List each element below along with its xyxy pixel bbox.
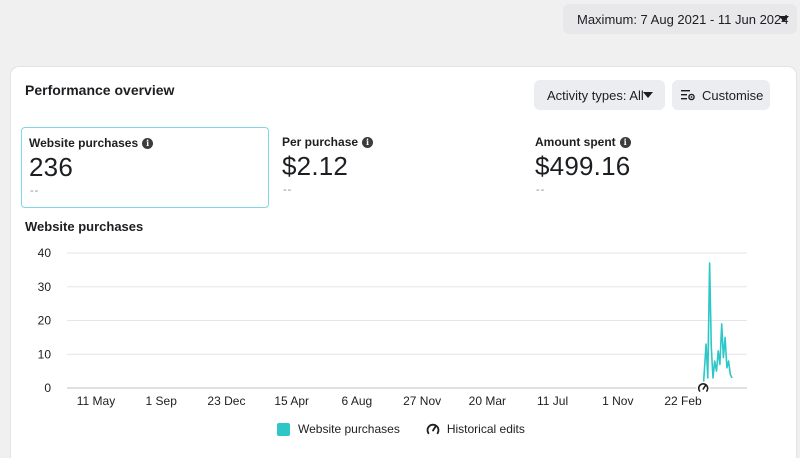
date-range-label: Maximum: 7 Aug 2021 - 11 Jun 2024 — [577, 11, 789, 27]
x-tick-label: 1 Sep — [146, 394, 178, 408]
chevron-down-icon — [643, 92, 653, 98]
metric-value: 236 — [29, 152, 73, 182]
metric-card-website-purchases[interactable]: Website purchases i 236 -- — [21, 127, 269, 208]
chevron-down-icon — [779, 16, 789, 22]
x-tick-label: 15 Apr — [274, 394, 309, 408]
chart-legend: Website purchases Historical edits — [277, 422, 525, 436]
y-tick-label: 40 — [38, 246, 52, 260]
metric-label: Amount spent — [535, 135, 616, 149]
website-purchases-line-chart: 0 10 20 30 40 11 May 1 Sep 23 Dec 15 Apr 6 Aug 27 … — [38, 246, 747, 408]
y-tick-label: 20 — [38, 314, 52, 328]
x-tick-label: 27 Nov — [403, 394, 441, 408]
metric-value: $499.16 — [535, 151, 631, 181]
metric-label: Per purchase — [282, 135, 359, 149]
customise-label: Customise — [702, 87, 764, 103]
chart-title: Website purchases — [25, 219, 144, 234]
metric-card-amount-spent[interactable]: Amount spent i $499.16 -- — [528, 127, 776, 208]
historical-edit-marker-needle — [702, 384, 707, 390]
x-tick-label: 11 May — [77, 394, 115, 408]
y-tick-label: 10 — [38, 347, 52, 361]
x-tick-label: 6 Aug — [342, 394, 373, 408]
metric-card-per-purchase[interactable]: Per purchase i $2.12 -- — [275, 127, 523, 208]
customise-button[interactable]: Customise — [672, 80, 770, 110]
x-tick-label: 11 Jul — [537, 394, 568, 408]
historical-edits-gauge-icon — [426, 423, 440, 435]
metric-value: $2.12 — [282, 151, 349, 181]
info-icon[interactable]: i — [619, 136, 631, 148]
metric-comparison: -- — [283, 184, 293, 196]
customise-columns-icon — [681, 90, 695, 101]
metric-comparison: -- — [30, 185, 40, 197]
x-tick-label: 1 Nov — [602, 394, 633, 408]
metric-label: Website purchases — [29, 136, 139, 150]
series-line-website-purchases — [702, 262, 733, 389]
date-range-button[interactable]: Maximum: 7 Aug 2021 - 11 Jun 2024 — [563, 4, 797, 34]
activity-types-label: Activity types: All — [547, 87, 644, 103]
activity-types-dropdown[interactable]: Activity types: All — [534, 80, 665, 110]
panel-title: Performance overview — [25, 82, 175, 98]
historical-edit-marker-icon — [697, 383, 709, 392]
y-tick-label: 30 — [38, 280, 52, 294]
x-tick-label: 20 Mar — [469, 394, 506, 408]
legend-label-historical-edits: Historical edits — [446, 422, 525, 436]
legend-label-website-purchases: Website purchases — [298, 422, 400, 436]
legend-swatch-website-purchases — [277, 422, 290, 436]
y-tick-label: 0 — [44, 381, 51, 395]
x-tick-label: 23 Dec — [207, 394, 245, 408]
info-icon[interactable]: i — [362, 136, 374, 148]
info-icon[interactable]: i — [142, 137, 154, 149]
x-tick-label: 22 Feb — [664, 394, 702, 408]
metric-comparison: -- — [536, 184, 546, 196]
performance-overview-panel: Performance overview Activity types: All… — [11, 67, 796, 458]
